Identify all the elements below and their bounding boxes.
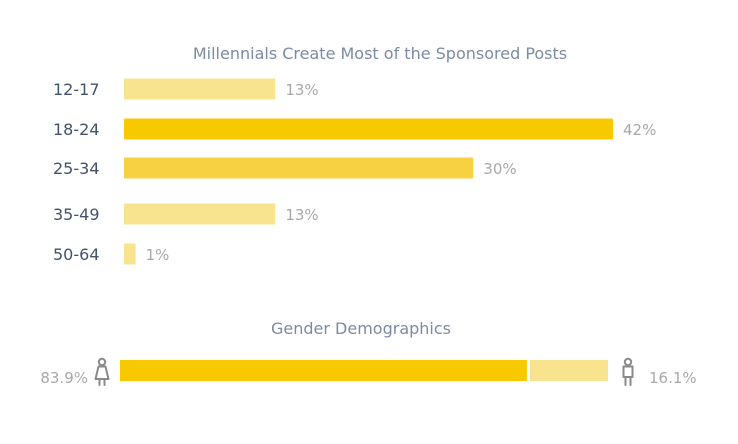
category-label: 12-17 xyxy=(53,80,100,99)
value-label: 1% xyxy=(146,246,170,264)
category-label: 35-49 xyxy=(53,205,100,224)
gender-chart-title: Gender Demographics xyxy=(271,319,451,338)
female-value-label: 83.9% xyxy=(40,369,88,387)
age-bars: 12-17 13% 18-24 42% 25-34 30% 35-49 13% 50-64 1% xyxy=(53,78,656,265)
category-label: 50-64 xyxy=(53,245,100,264)
value-label: 30% xyxy=(483,160,516,178)
female-icon xyxy=(94,357,110,386)
category-label: 18-24 xyxy=(53,120,100,139)
value-label: 13% xyxy=(285,81,318,99)
bar-segment xyxy=(120,360,527,381)
bar xyxy=(124,243,136,265)
category-label: 25-34 xyxy=(53,159,100,178)
male-icon xyxy=(622,357,634,386)
gender-bars xyxy=(120,360,608,381)
value-label: 42% xyxy=(623,121,656,139)
male-value-label: 16.1% xyxy=(649,369,697,387)
bar xyxy=(124,118,613,140)
bar xyxy=(124,78,276,100)
bar xyxy=(124,157,474,179)
bar-segment xyxy=(529,360,608,381)
bar xyxy=(124,203,276,225)
age-chart-title: Millennials Create Most of the Sponsored… xyxy=(193,44,567,63)
value-label: 13% xyxy=(285,206,318,224)
